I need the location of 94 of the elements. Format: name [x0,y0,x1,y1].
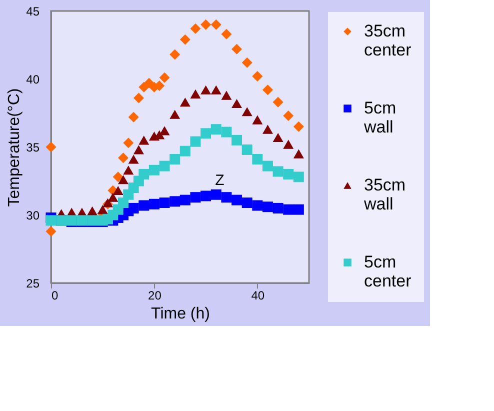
point [46,226,56,237]
point [252,115,263,124]
point [252,154,263,164]
point [159,198,170,208]
point [190,89,201,98]
point [272,132,284,142]
point [97,205,108,214]
point [252,71,263,82]
point [262,84,273,96]
point [138,136,150,145]
point [210,19,222,30]
point [232,194,242,206]
y-tick-label: 35 [26,140,40,154]
point [283,204,294,215]
point [242,57,252,68]
point [252,200,263,211]
point [148,198,160,210]
point [232,98,242,108]
point [180,98,190,107]
point [180,34,190,45]
point [210,189,222,200]
point [221,28,232,40]
x-tick-label: 20 [148,288,162,302]
x-axis-title: Time (h) [151,306,210,322]
point [118,152,128,164]
point [262,160,273,172]
point [128,154,139,164]
y-tick-label: 30 [26,208,40,222]
point [170,49,180,60]
point [159,160,170,172]
legend-label: 35cm wall [363,176,406,214]
point [170,196,180,207]
point [180,194,190,206]
point [108,192,118,202]
legend-label: 35cm center [364,22,412,60]
y-tick-label: 40 [26,72,40,86]
point [133,92,144,104]
point [262,124,273,134]
x-tick-label: 0 [52,288,58,302]
point [272,166,284,177]
point [210,124,222,135]
point [190,23,201,34]
legend-label: 5cm wall [363,98,396,136]
point [200,128,212,139]
annotation: Z [215,172,224,189]
y-axis-title: Temperature(°C) [6,88,24,207]
point [170,110,180,119]
point [283,168,294,180]
point [221,192,232,203]
point [242,198,252,208]
point [128,202,139,214]
x-tick-label: 40 [251,288,265,302]
point [159,72,170,83]
point [123,166,134,175]
point [262,202,273,212]
point [170,154,180,164]
point [180,146,190,156]
point [221,90,232,100]
point [293,172,304,182]
point [159,126,170,136]
legend-label: 5cm center [364,252,412,290]
point [283,140,294,149]
point [46,215,56,226]
point [272,202,284,214]
point [232,134,242,146]
point [87,206,98,216]
point [200,19,212,30]
point [190,192,201,203]
point [272,96,284,108]
point [128,112,139,122]
point [112,172,124,182]
point [232,44,242,54]
point [293,121,304,132]
point [210,85,222,94]
point [293,204,304,215]
point [123,138,134,148]
point [293,149,304,158]
point [133,145,144,154]
point [138,200,150,211]
point [221,126,232,138]
point [190,136,201,147]
y-tick-label: 45 [26,4,40,18]
point [112,186,124,196]
y-tick-label: 25 [26,276,40,290]
point [148,164,160,176]
point [200,190,212,202]
point [242,107,252,116]
point [46,142,56,152]
point [118,175,128,184]
point [283,110,294,121]
point [138,168,150,180]
point [138,82,150,92]
point [200,85,212,94]
point [242,144,252,155]
